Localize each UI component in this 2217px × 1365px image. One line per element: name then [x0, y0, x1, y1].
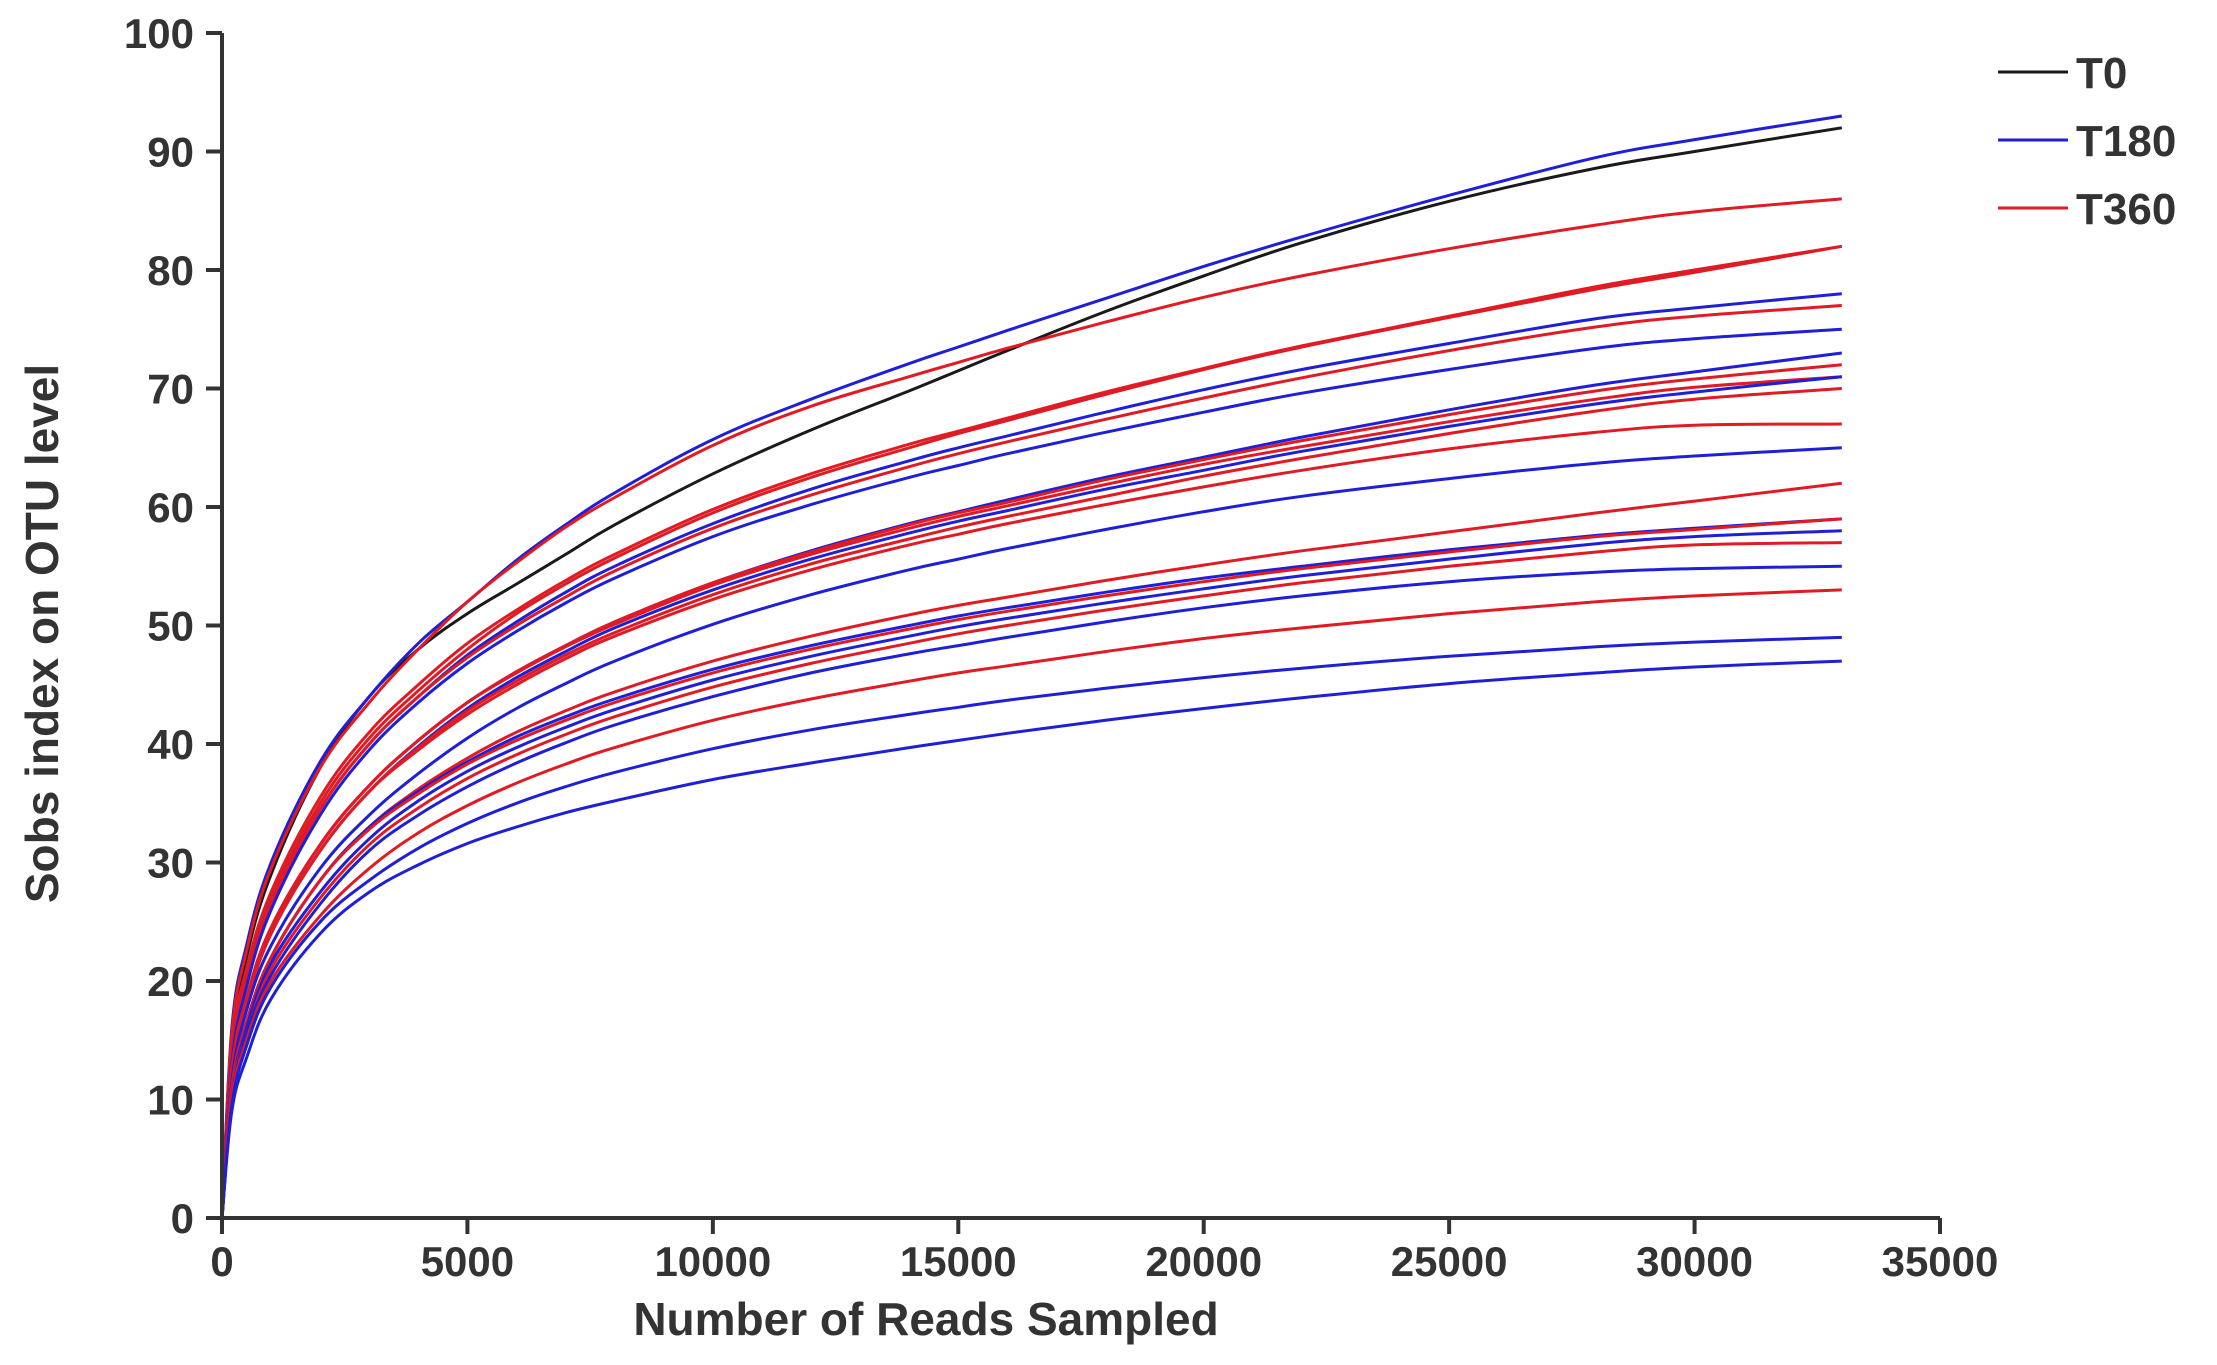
x-axis-title: Number of Reads Sampled — [633, 1293, 1218, 1345]
series-line-t0-1 — [220, 126, 1843, 1219]
legend-label-t180: T180 — [2076, 117, 2176, 166]
y-tick-label: 60 — [147, 484, 194, 531]
y-tick-label: 0 — [171, 1195, 194, 1242]
series-line-t360-22 — [220, 588, 1842, 1219]
y-tick-label: 30 — [147, 840, 194, 887]
y-tick-label: 40 — [147, 721, 194, 768]
legend: T0 T180 T360 — [1998, 49, 2176, 234]
series-line-t360-3 — [220, 197, 1842, 1219]
y-tick-label: 100 — [124, 10, 194, 57]
x-tick-label: 5000 — [421, 1238, 514, 1285]
series-line-t180-19 — [220, 529, 1842, 1219]
series-line-t180-15 — [220, 446, 1842, 1219]
series-layer — [220, 114, 1843, 1219]
series-line-t360-7 — [220, 304, 1842, 1219]
series-line-t360-5 — [220, 244, 1843, 1219]
series-line-t360-14 — [220, 422, 1842, 1219]
y-tick-label: 20 — [147, 958, 194, 1005]
series-line-t180-23 — [220, 635, 1842, 1219]
y-tick-label: 90 — [147, 129, 194, 176]
x-tick-label: 35000 — [1882, 1238, 1999, 1285]
y-tick-label: 70 — [147, 366, 194, 413]
x-tick-label: 15000 — [900, 1238, 1017, 1285]
y-axis-title: Sobs index on OTU level — [16, 364, 68, 903]
series-line-t180-21 — [220, 564, 1842, 1219]
series-line-t180-8 — [220, 327, 1842, 1219]
y-tick-label: 10 — [147, 1077, 194, 1124]
x-tick-label: 10000 — [654, 1238, 771, 1285]
x-tick-label: 30000 — [1636, 1238, 1753, 1285]
legend-label-t360: T360 — [2076, 185, 2176, 234]
series-line-t360-20 — [220, 541, 1842, 1219]
series-line-t180-24 — [220, 659, 1842, 1219]
y-tick-label: 50 — [147, 603, 194, 650]
legend-label-t0: T0 — [2076, 49, 2127, 98]
x-tick-label: 25000 — [1391, 1238, 1508, 1285]
ticks-layer: 0 10 20 30 40 50 60 70 80 90 100 0 5000 10000 15000 200… — [124, 10, 1998, 1285]
series-line-t360-18 — [220, 517, 1842, 1219]
x-tick-label: 20000 — [1145, 1238, 1262, 1285]
series-line-t180-2 — [220, 114, 1843, 1219]
x-tick-label: 0 — [210, 1238, 233, 1285]
y-tick-label: 80 — [147, 247, 194, 294]
series-line-t360-11 — [220, 375, 1842, 1219]
